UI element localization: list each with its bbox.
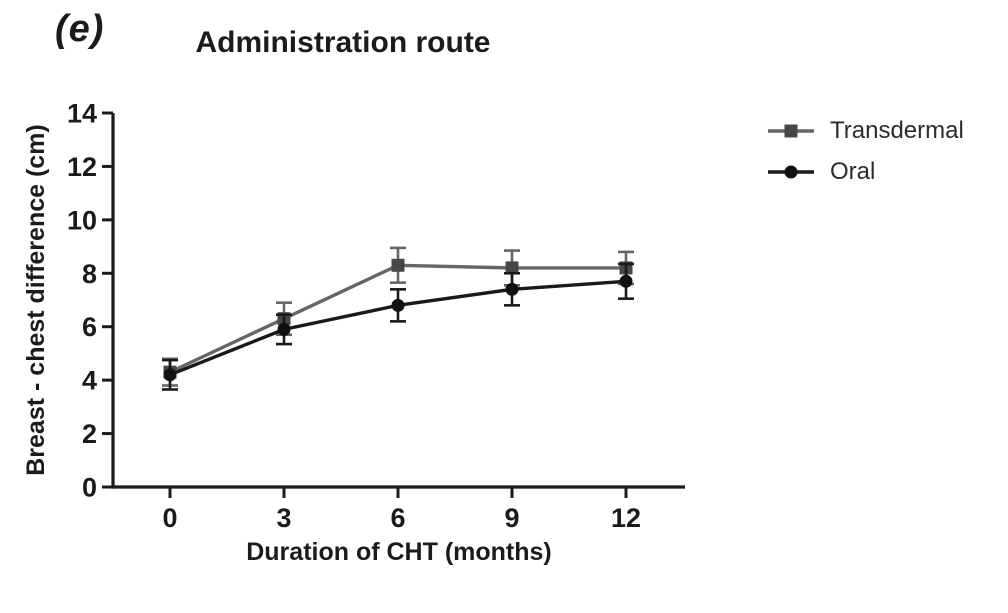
legend-label-oral: Oral — [830, 158, 876, 185]
panel-label: (e) — [55, 8, 105, 50]
data-point-marker — [391, 298, 405, 312]
x-axis-ticks: 0 3 6 9 12 — [162, 487, 641, 533]
x-tick-label: 6 — [390, 503, 405, 533]
y-tick-label: 14 — [67, 99, 97, 129]
plot-series — [162, 246, 634, 391]
y-axis-ticks: 0 2 4 6 8 10 12 14 — [67, 99, 113, 503]
x-tick-label: 12 — [611, 503, 641, 533]
y-tick-label: 10 — [67, 205, 97, 235]
y-tick-label: 6 — [82, 312, 97, 342]
y-tick-label: 0 — [82, 473, 97, 503]
data-point-marker — [163, 368, 177, 382]
data-point-marker — [619, 274, 633, 288]
x-tick-label: 0 — [162, 503, 177, 533]
data-point-marker — [505, 282, 519, 296]
legend-item-transdermal: Transdermal — [768, 119, 964, 143]
legend: Transdermal Oral — [768, 119, 964, 184]
y-tick-label: 2 — [82, 419, 97, 449]
transdermal-line-marker-icon — [768, 124, 814, 138]
chart-title: Administration route — [195, 26, 491, 59]
x-tick-label: 9 — [504, 503, 519, 533]
data-point-marker — [505, 261, 519, 275]
x-tick-label: 3 — [276, 503, 291, 533]
y-tick-label: 4 — [82, 366, 97, 396]
legend-label-transdermal: Transdermal — [830, 117, 964, 144]
data-point-marker — [391, 258, 405, 272]
y-tick-label: 12 — [67, 152, 97, 182]
y-tick-label: 8 — [82, 259, 97, 289]
y-axis-title: Breast - chest difference (cm) — [22, 124, 50, 476]
x-axis-title: Duration of CHT (months) — [246, 538, 552, 566]
data-point-marker — [277, 322, 291, 336]
legend-item-oral: Oral — [768, 160, 964, 184]
series-oral — [162, 262, 634, 391]
oral-line-marker-icon — [768, 165, 814, 179]
